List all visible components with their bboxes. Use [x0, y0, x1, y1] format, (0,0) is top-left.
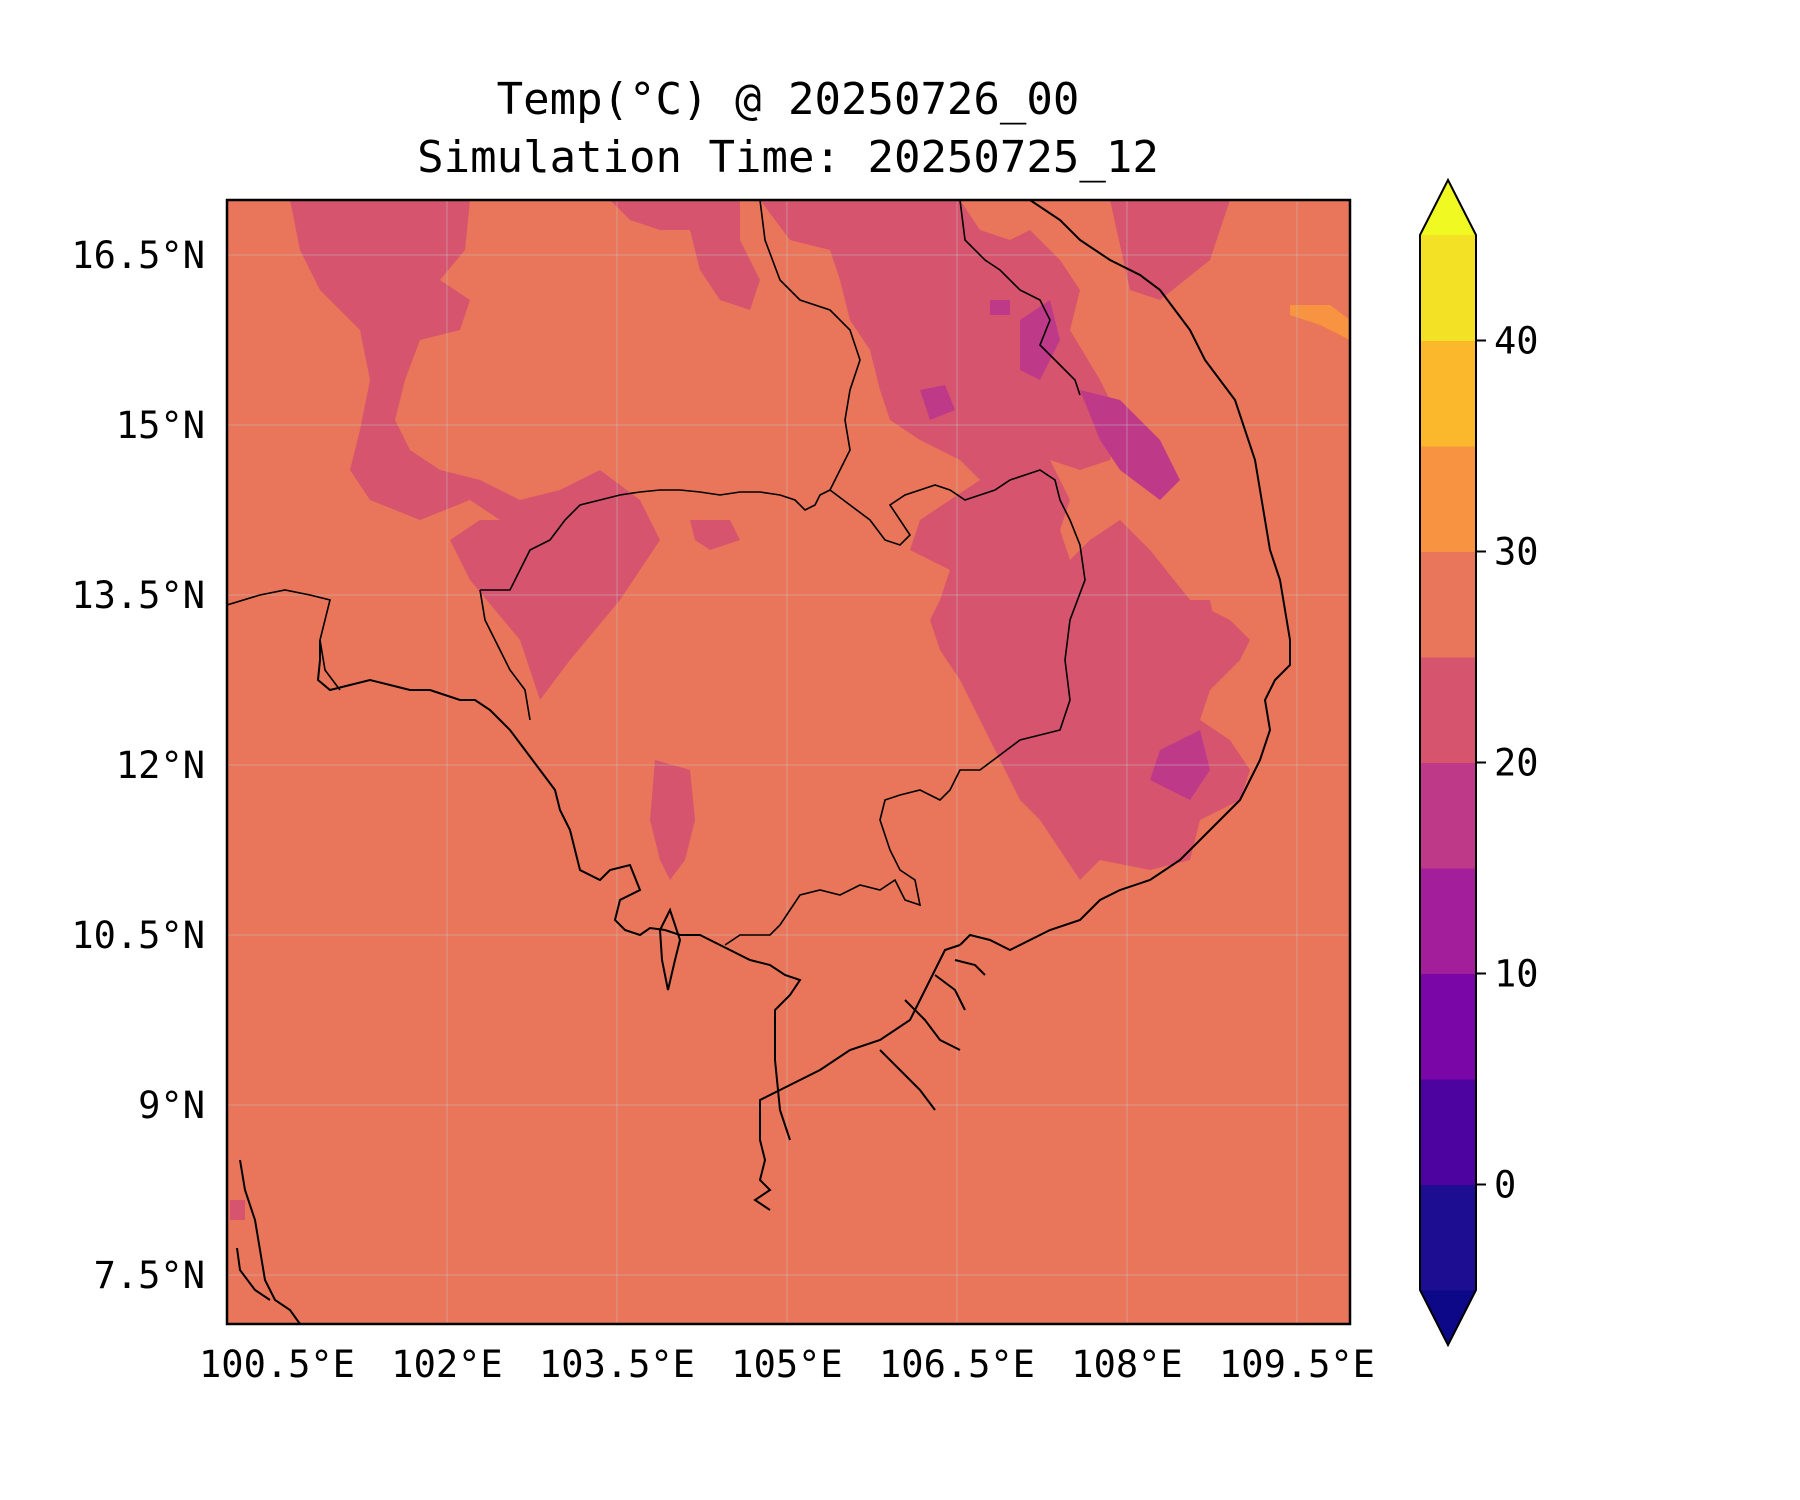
y-tick-label: 16.5°N	[71, 234, 205, 277]
colorbar-segment	[1420, 340, 1476, 447]
colorbar-outline	[1419, 177, 1477, 1348]
colorbar-extend-min	[1420, 1290, 1476, 1345]
title-line-1: Temp(°C) @ 20250726_00	[497, 74, 1080, 125]
x-tick-label: 100.5°E	[199, 1343, 355, 1386]
x-tick-label: 108°E	[1071, 1343, 1182, 1386]
colorbar-segment	[1420, 868, 1476, 974]
colorbar-tick-label: 30	[1494, 531, 1539, 574]
y-tick-label: 12°N	[116, 744, 205, 787]
x-axis: 100.5°E 102°E 103.5°E 105°E 106.5°E 108°…	[199, 1343, 1375, 1386]
colorbar-tick-label: 0	[1494, 1164, 1516, 1207]
coastlines	[236, 200, 1291, 1324]
map-frame	[225, 198, 1352, 1326]
x-tick-label: 103.5°E	[539, 1343, 695, 1386]
colorbar-segment	[1420, 235, 1476, 341]
y-tick-label: 7.5°N	[94, 1254, 205, 1297]
temperature-field-30-35	[1290, 305, 1350, 340]
colorbar-segment	[1420, 1079, 1476, 1185]
x-tick-label: 106.5°E	[879, 1343, 1035, 1386]
x-tick-label: 105°E	[731, 1343, 842, 1386]
colorbar-segment	[1420, 1184, 1476, 1291]
title-line-2: Simulation Time: 20250725_12	[417, 132, 1159, 183]
colorbar-tick-label: 40	[1494, 320, 1539, 363]
x-tick-label: 109.5°E	[1219, 1343, 1375, 1386]
colorbar-segment	[1420, 657, 1476, 763]
y-tick-label: 9°N	[138, 1084, 205, 1127]
y-axis: 16.5°N 15°N 13.5°N 12°N 10.5°N 9°N 7.5°N	[71, 234, 205, 1297]
colorbar-tick-label: 10	[1494, 953, 1539, 996]
country-borders	[227, 200, 1086, 946]
y-tick-label: 15°N	[116, 404, 205, 447]
y-tick-label: 10.5°N	[71, 914, 205, 957]
colorbar-tick-label: 20	[1494, 742, 1539, 785]
colorbar-segment	[1420, 762, 1476, 869]
colorbar-segment	[1420, 446, 1476, 552]
temperature-field-20-25	[230, 200, 1250, 1220]
colorbar-extend-max	[1420, 180, 1476, 235]
colorbar-segment	[1420, 973, 1476, 1080]
colorbar: 0 10 20 30 40	[1419, 177, 1539, 1348]
x-tick-label: 102°E	[391, 1343, 502, 1386]
gridlines	[227, 200, 1350, 1324]
map-panel	[227, 200, 1350, 1324]
y-tick-label: 13.5°N	[71, 574, 205, 617]
colorbar-segment	[1420, 551, 1476, 658]
